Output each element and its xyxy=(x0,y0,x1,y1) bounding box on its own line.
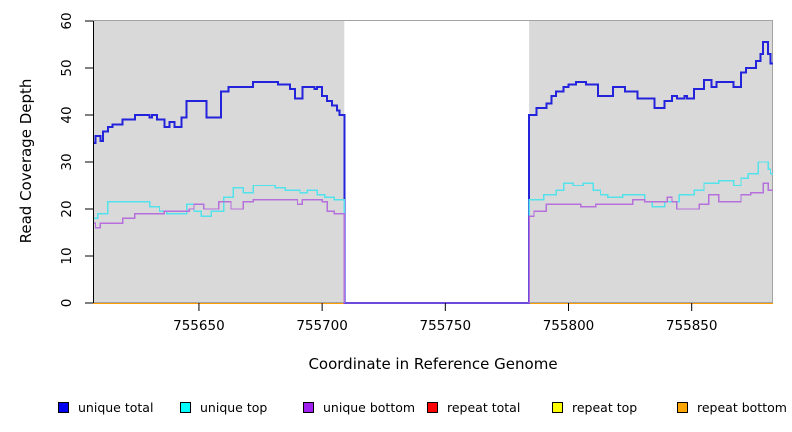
legend-label: repeat bottom xyxy=(697,400,787,415)
legend-item-repeat-total: repeat total xyxy=(427,400,520,415)
y-tick-label: 40 xyxy=(59,106,75,123)
x-tick-label: 755800 xyxy=(543,318,595,334)
legend-swatch xyxy=(58,402,69,413)
masked-gap-region xyxy=(344,21,530,302)
x-tick-label: 755850 xyxy=(666,318,718,334)
x-tick-label: 755700 xyxy=(296,318,348,334)
legend-item-unique-top: unique top xyxy=(180,400,267,415)
y-tick-label: 30 xyxy=(59,153,75,170)
y-axis-title: Read Coverage Depth xyxy=(17,78,35,244)
legend-item-unique-total: unique total xyxy=(58,400,153,415)
x-axis-title: Coordinate in Reference Genome xyxy=(308,355,558,373)
x-tick-label: 755650 xyxy=(173,318,225,334)
legend-label: repeat top xyxy=(572,400,638,415)
y-tick-label: 10 xyxy=(59,247,75,264)
y-tick-label: 20 xyxy=(59,200,75,217)
legend-swatch xyxy=(303,402,314,413)
legend-swatch xyxy=(677,402,688,413)
x-tick-label: 755750 xyxy=(420,318,472,334)
y-tick-label: 50 xyxy=(59,59,75,76)
legend-item-repeat-bottom: repeat bottom xyxy=(677,400,787,415)
legend-swatch xyxy=(552,402,563,413)
legend-label: unique bottom xyxy=(323,400,416,415)
legend-label: unique top xyxy=(200,400,268,415)
series-line-unique-bottom xyxy=(93,182,773,304)
legend-item-repeat-top: repeat top xyxy=(552,400,637,415)
y-tick-label: 0 xyxy=(59,299,75,308)
series-line-unique-top xyxy=(93,161,773,304)
legend-label: repeat total xyxy=(447,400,521,415)
legend-swatch xyxy=(180,402,191,413)
legend-swatch xyxy=(427,402,438,413)
legend-label: unique total xyxy=(78,400,154,415)
y-tick-label: 60 xyxy=(59,12,75,29)
legend-item-unique-bottom: unique bottom xyxy=(303,400,415,415)
